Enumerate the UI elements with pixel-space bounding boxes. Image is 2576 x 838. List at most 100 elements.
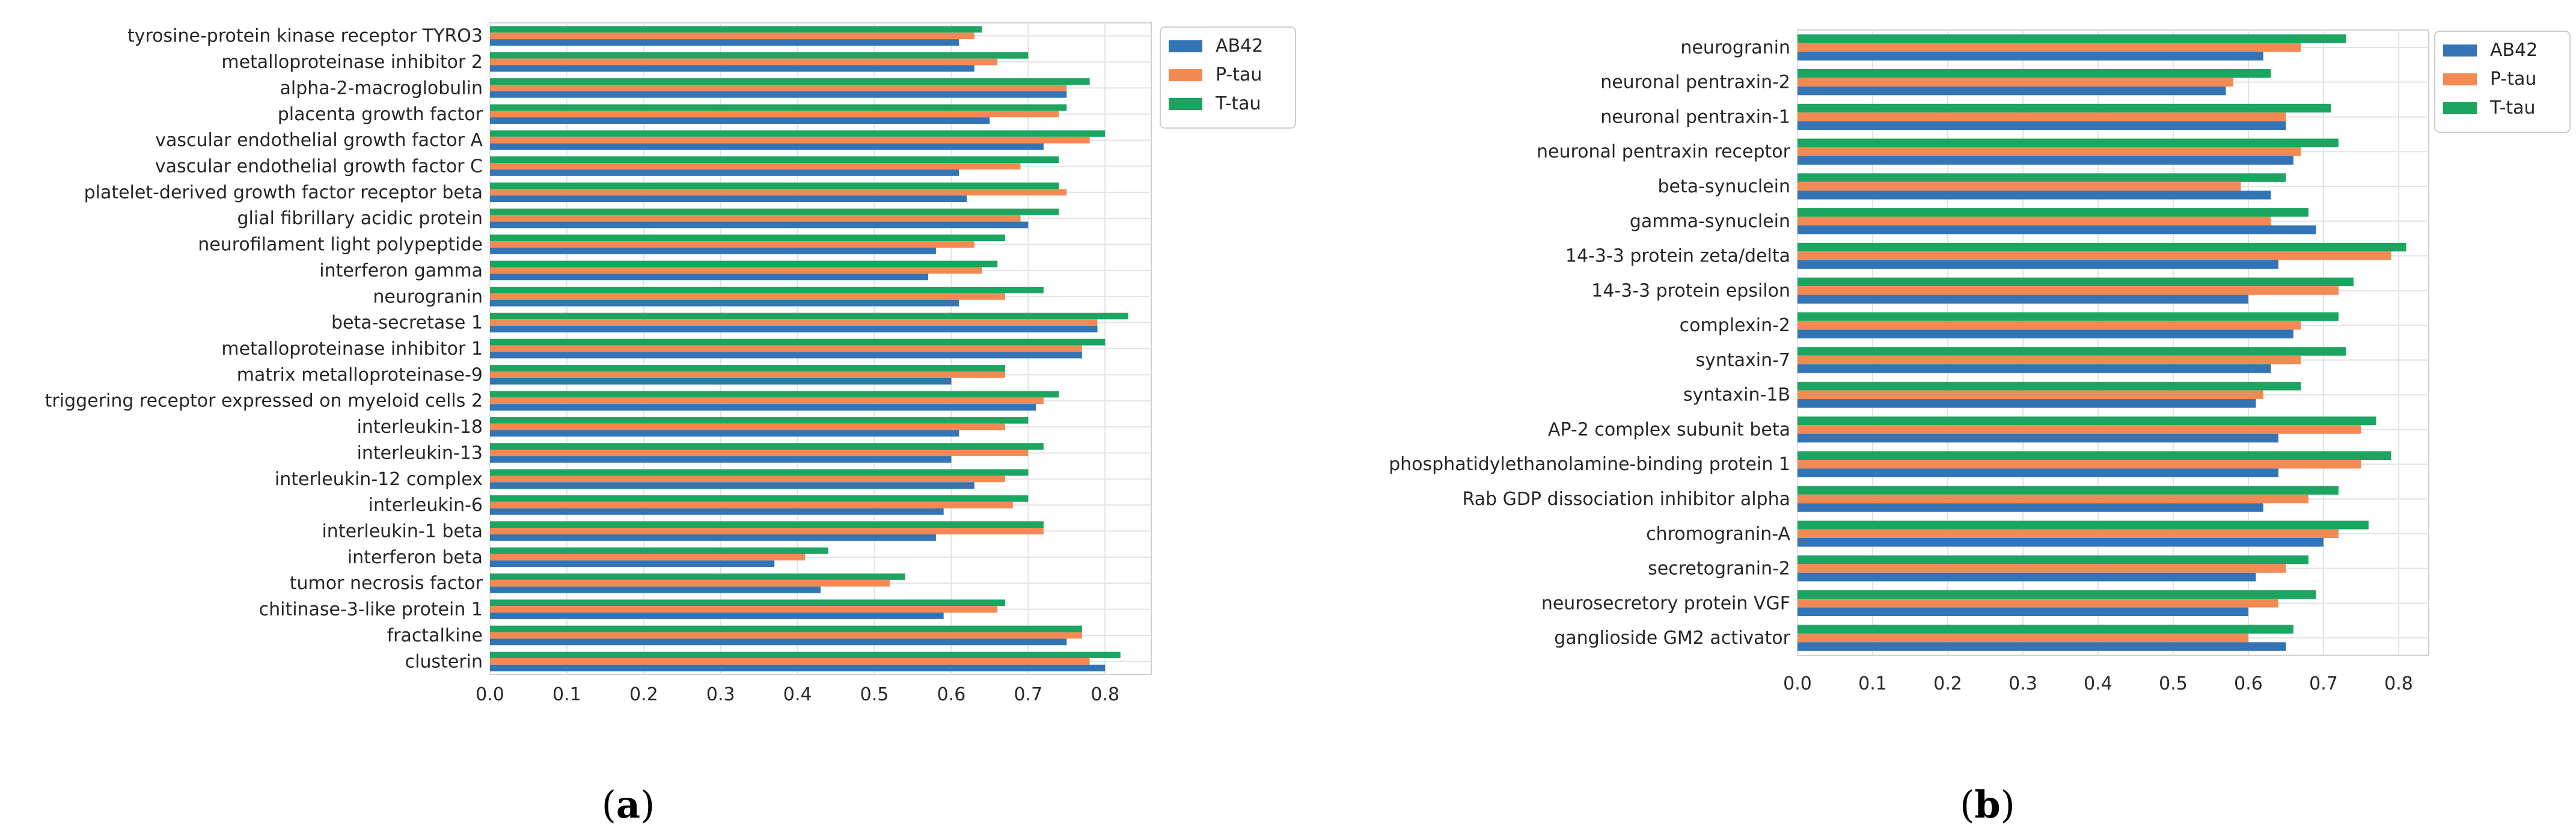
bar-t-tau [1797,347,2346,356]
bar-t-tau [1797,451,2391,460]
y-tick-label: Rab GDP dissociation inhibitor alpha [1462,489,1790,510]
bar-p-tau [490,632,1082,639]
x-tick-label: 0.3 [2008,673,2037,694]
bar-p-tau [1797,494,2308,504]
bar-t-tau [490,52,1029,59]
bar-p-tau [490,606,998,613]
bar-ab42 [1797,468,2278,477]
bar-ab42 [490,586,821,593]
bar-t-tau [490,182,1059,189]
bar-ab42 [490,482,974,489]
bar-p-tau [490,163,1021,170]
x-tick-label: 0.0 [476,684,504,705]
bar-t-tau [490,208,1059,215]
bar-t-tau [490,547,828,554]
y-tick-label: 14-3-3 protein epsilon [1591,280,1790,301]
bar-ab42 [490,143,1044,150]
y-tick-label: vascular endothelial growth factor A [155,130,483,151]
y-tick-label: interferon gamma [319,260,483,281]
y-tick-label: matrix metalloproteinase-9 [237,364,483,385]
panel-label-letter: a [616,783,640,827]
y-tick-label: ganglioside GM2 activator [1554,628,1790,649]
bar-t-tau [1797,555,2308,564]
bar-p-tau [1797,43,2301,52]
legend-swatch-p-tau [2443,73,2477,85]
y-tick-label: complexin-2 [1680,315,1790,336]
x-tick-label: 0.5 [2159,673,2188,694]
y-tick-label: interleukin-13 [357,442,483,463]
bar-ab42 [490,274,929,281]
y-tick-label: secretogranin-2 [1648,558,1790,580]
y-tick-label: vascular endothelial growth factor C [155,156,483,177]
y-tick-label: fractalkine [387,625,483,646]
bar-t-tau [1797,34,2346,43]
bar-p-tau [490,450,1029,456]
bar-p-tau [1797,460,2361,469]
y-tick-label: tumor necrosis factor [290,573,483,594]
x-tick-label: 0.3 [706,684,735,705]
bar-t-tau [490,104,1067,111]
bar-t-tau [490,495,1029,502]
bar-t-tau [1797,242,2406,252]
y-tick-label: metalloproteinase inhibitor 1 [221,338,483,359]
bar-t-tau [1797,590,2316,599]
y-tick-label: beta-synuclein [1657,176,1790,197]
y-tick-label: neuronal pentraxin-2 [1600,72,1790,93]
bar-ab42 [490,404,1036,411]
bar-t-tau [1797,69,2271,78]
bar-ab42 [490,613,944,619]
bar-t-tau [1797,103,2331,113]
bar-p-tau [1797,599,2278,608]
x-tick-label: 0.5 [860,684,889,705]
legend-label: P-tau [2490,69,2536,90]
bar-t-tau [490,78,1090,85]
legend-label: AB42 [2490,40,2538,61]
bar-p-tau [490,111,1059,118]
bar-t-tau [1797,521,2369,530]
bar-p-tau [490,215,1021,222]
bar-ab42 [490,65,974,72]
y-tick-label: interleukin-18 [357,417,483,438]
panel-label: (a) [602,783,655,827]
legend-swatch-p-tau [1169,69,1202,81]
y-tick-label: AP-2 complex subunit beta [1548,419,1790,440]
y-tick-label: interleukin-1 beta [322,521,483,542]
bar-p-tau [1797,251,2391,260]
bar-ab42 [1797,538,2324,547]
x-tick-label: 0.7 [2309,673,2338,694]
bar-ab42 [490,91,1067,98]
panel-label-close: ) [640,783,655,827]
bar-ab42 [490,117,990,124]
y-tick-label: neuronal pentraxin-1 [1600,106,1790,127]
bar-p-tau [1797,564,2286,573]
y-tick-label: 14-3-3 protein zeta/delta [1565,246,1790,267]
bar-ab42 [490,560,775,567]
bar-t-tau [490,156,1059,164]
bar-ab42 [1797,52,2263,61]
bar-t-tau [490,234,1005,242]
legend-label: AB42 [1216,35,1263,57]
bar-t-tau [490,443,1044,450]
bar-t-tau [1797,312,2339,321]
y-tick-label: clusterin [405,651,483,672]
bar-p-tau [490,58,998,66]
chart-panel-a: 0.0 0.1 0.2 0.3 0.4 0.5 0.6 0.7 0.8 tyrosine-prot… [45,22,1296,827]
x-tick-label: 0.7 [1014,684,1042,705]
x-tick-label: 0.6 [937,684,966,705]
bar-ab42 [1797,642,2286,651]
y-tick-label: neurogranin [1680,37,1790,58]
y-tick-label: syntaxin-7 [1695,350,1790,371]
y-tick-label: neurosecretory protein VGF [1541,593,1790,614]
y-tick-label: interleukin-12 complex [275,469,483,490]
x-tick-label: 0.8 [2384,673,2413,694]
bar-ab42 [490,638,1067,646]
legend: AB42 P-tau T-tau [1160,26,1296,129]
bar-ab42 [1797,156,2293,165]
bar-p-tau [1797,182,2241,191]
bar-t-tau [490,26,982,33]
bar-ab42 [490,299,959,307]
bar-ab42 [490,378,952,385]
bar-ab42 [490,664,1106,671]
x-tick-label: 0.8 [1091,684,1119,705]
